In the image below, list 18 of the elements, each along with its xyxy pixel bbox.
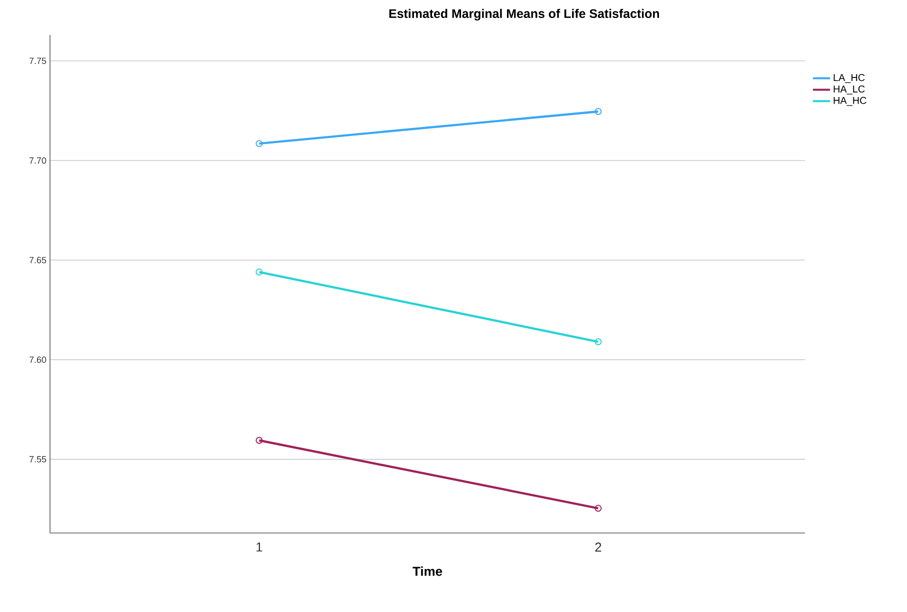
point: [256, 268, 263, 276]
point: [256, 140, 263, 148]
point: [594, 504, 602, 512]
point: [594, 338, 602, 346]
x-tick-label: 1: [256, 542, 262, 552]
point: [256, 436, 263, 444]
y-tick-label: 7.65: [29, 256, 46, 264]
legend-label: LA_HC: [834, 74, 865, 83]
x-axis-title: Time: [412, 566, 442, 576]
y-tick-label: 7.55: [29, 456, 46, 462]
legend-label: HA_HC: [834, 96, 866, 106]
chart-title: Estimated Marginal Means of Life Satisfaction: [389, 8, 659, 21]
point: [594, 108, 602, 115]
y-tick-label: 7.60: [29, 356, 46, 363]
y-tick-label: 7.70: [29, 157, 46, 164]
y-tick-label: 7.75: [29, 58, 46, 64]
x-tick-label: 2: [595, 542, 602, 552]
legend-label: HA_LC: [834, 85, 865, 94]
